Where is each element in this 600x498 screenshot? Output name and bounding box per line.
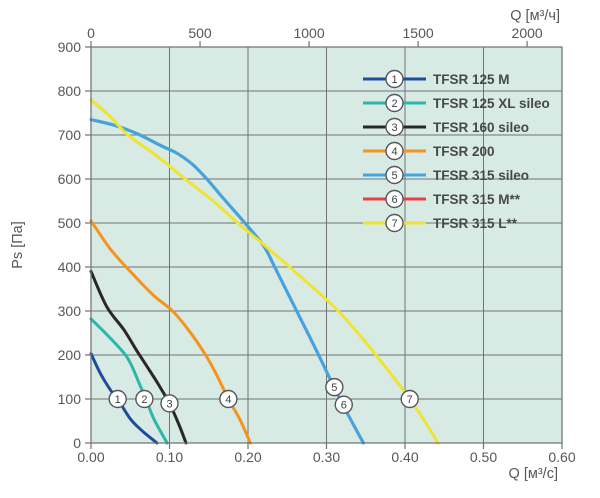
y-tick-label: 300 bbox=[58, 303, 82, 319]
legend-item-tfsr-315-m: 6 TFSR 315 M** bbox=[363, 189, 521, 209]
curve-marker-circle bbox=[160, 394, 179, 413]
curve-marker-number: 2 bbox=[141, 394, 147, 406]
y-tick-label: 600 bbox=[58, 171, 82, 187]
legend-number: 5 bbox=[391, 170, 397, 182]
curve-marker-2: 2 bbox=[135, 389, 154, 409]
y-tick-label: 700 bbox=[58, 127, 82, 143]
curve-marker-7: 7 bbox=[400, 389, 419, 409]
y-tick-label: 0 bbox=[73, 435, 81, 451]
curve-marker-number: 6 bbox=[341, 400, 347, 412]
curve-marker-circle bbox=[334, 395, 353, 414]
legend-label: TFSR 315 sileo bbox=[433, 168, 529, 183]
top-tick-label: 2000 bbox=[512, 25, 543, 41]
y-axis-title: Ps [Па] bbox=[10, 221, 26, 269]
curve-marker-number: 5 bbox=[331, 382, 337, 394]
legend-label: TFSR 125 XL sileo bbox=[433, 96, 550, 111]
legend-number: 4 bbox=[391, 146, 397, 158]
y-tick-label: 200 bbox=[58, 347, 82, 363]
legend-number: 2 bbox=[391, 98, 397, 110]
gridlines bbox=[91, 47, 562, 443]
curve-tfsr-315-l bbox=[89, 98, 440, 445]
legend: 1 TFSR 125 M 2 TFSR 125 XL sileo 3 TFSR 160 s… bbox=[363, 69, 550, 233]
top-tick-label: 500 bbox=[188, 25, 212, 41]
legend-number-circle bbox=[385, 213, 404, 233]
curve-marker-number: 7 bbox=[407, 394, 413, 406]
legend-number-circle bbox=[385, 117, 404, 137]
bottom-tick-label: 0.00 bbox=[77, 449, 104, 465]
curve-marker-circle bbox=[219, 389, 238, 409]
curve-marker-number: 1 bbox=[115, 394, 121, 406]
legend-number: 7 bbox=[391, 218, 397, 230]
curve-marker-number: 3 bbox=[166, 398, 172, 410]
legend-number-circle bbox=[385, 93, 404, 113]
legend-number-circle bbox=[385, 69, 404, 89]
legend-item-tfsr-160-sileo: 3 TFSR 160 sileo bbox=[363, 117, 529, 137]
top-tick-label: 1500 bbox=[403, 25, 434, 41]
legend-label: TFSR 125 M bbox=[433, 72, 510, 87]
y-tick-label: 100 bbox=[58, 391, 82, 407]
bottom-tick-label: 0.10 bbox=[156, 449, 183, 465]
x-axis-bottom-title: Q [м³/с] bbox=[509, 466, 558, 482]
curve-marker-4: 4 bbox=[219, 389, 238, 409]
legend-item-tfsr-125-xl-sileo: 2 TFSR 125 XL sileo bbox=[363, 93, 550, 113]
bottom-tick-label: 0.40 bbox=[391, 449, 418, 465]
top-tick-label: 1000 bbox=[293, 25, 324, 41]
curve-tfsr-315-sileo bbox=[89, 118, 365, 445]
curve-marker-circle bbox=[400, 389, 419, 409]
curve-marker-5: 5 bbox=[325, 377, 344, 397]
curve-tfsr-160-sileo bbox=[89, 269, 188, 445]
legend-label: TFSR 315 M** bbox=[433, 192, 521, 207]
bottom-tick-label: 0.50 bbox=[470, 449, 497, 465]
legend-item-tfsr-125-m: 1 TFSR 125 M bbox=[363, 69, 510, 89]
curve-marker-number: 4 bbox=[225, 394, 231, 406]
legend-number: 1 bbox=[391, 74, 397, 86]
y-tick-label: 900 bbox=[58, 39, 82, 55]
bottom-tick-label: 0.30 bbox=[313, 449, 340, 465]
legend-label: TFSR 200 bbox=[433, 144, 495, 159]
y-tick-label: 400 bbox=[58, 259, 82, 275]
tick-labels: 0.00 0.10 0.20 0.30 0.40 0.50 0.600 500 1000 1500… bbox=[58, 25, 576, 465]
curve-tfsr-125-xl-sileo bbox=[89, 317, 169, 445]
legend-number-circle bbox=[385, 189, 404, 209]
legend-label: TFSR 315 L** bbox=[433, 216, 518, 231]
legend-item-tfsr-200: 4 TFSR 200 bbox=[363, 141, 495, 161]
legend-number-circle bbox=[385, 141, 404, 161]
curve-number-markers: 1 2 3 4 56 7 bbox=[108, 377, 419, 414]
legend-label: TFSR 160 sileo bbox=[433, 120, 529, 135]
curve-marker-3: 3 bbox=[160, 394, 179, 413]
curve-marker-circle bbox=[108, 389, 127, 409]
y-tick-label: 500 bbox=[58, 215, 82, 231]
y-tick-label: 800 bbox=[58, 83, 82, 99]
legend-number: 6 bbox=[391, 194, 397, 206]
legend-number-circle bbox=[385, 165, 404, 185]
tick-marks bbox=[85, 41, 563, 449]
curve-marker-1: 1 bbox=[108, 389, 127, 409]
curve-marker-circle bbox=[135, 389, 154, 409]
legend-item-tfsr-315-sileo: 5 TFSR 315 sileo bbox=[363, 165, 529, 185]
curve-marker-6: 6 bbox=[334, 395, 353, 414]
bottom-tick-label: 0.20 bbox=[234, 449, 261, 465]
legend-number: 3 bbox=[391, 122, 397, 134]
x-axis-top-title: Q [м³/ч] bbox=[510, 8, 560, 24]
legend-item-tfsr-315-l: 7 TFSR 315 L** bbox=[363, 213, 518, 233]
bottom-tick-label: 0.60 bbox=[548, 449, 575, 465]
top-tick-label: 0 bbox=[87, 25, 95, 41]
curve-marker-circle bbox=[325, 377, 344, 397]
